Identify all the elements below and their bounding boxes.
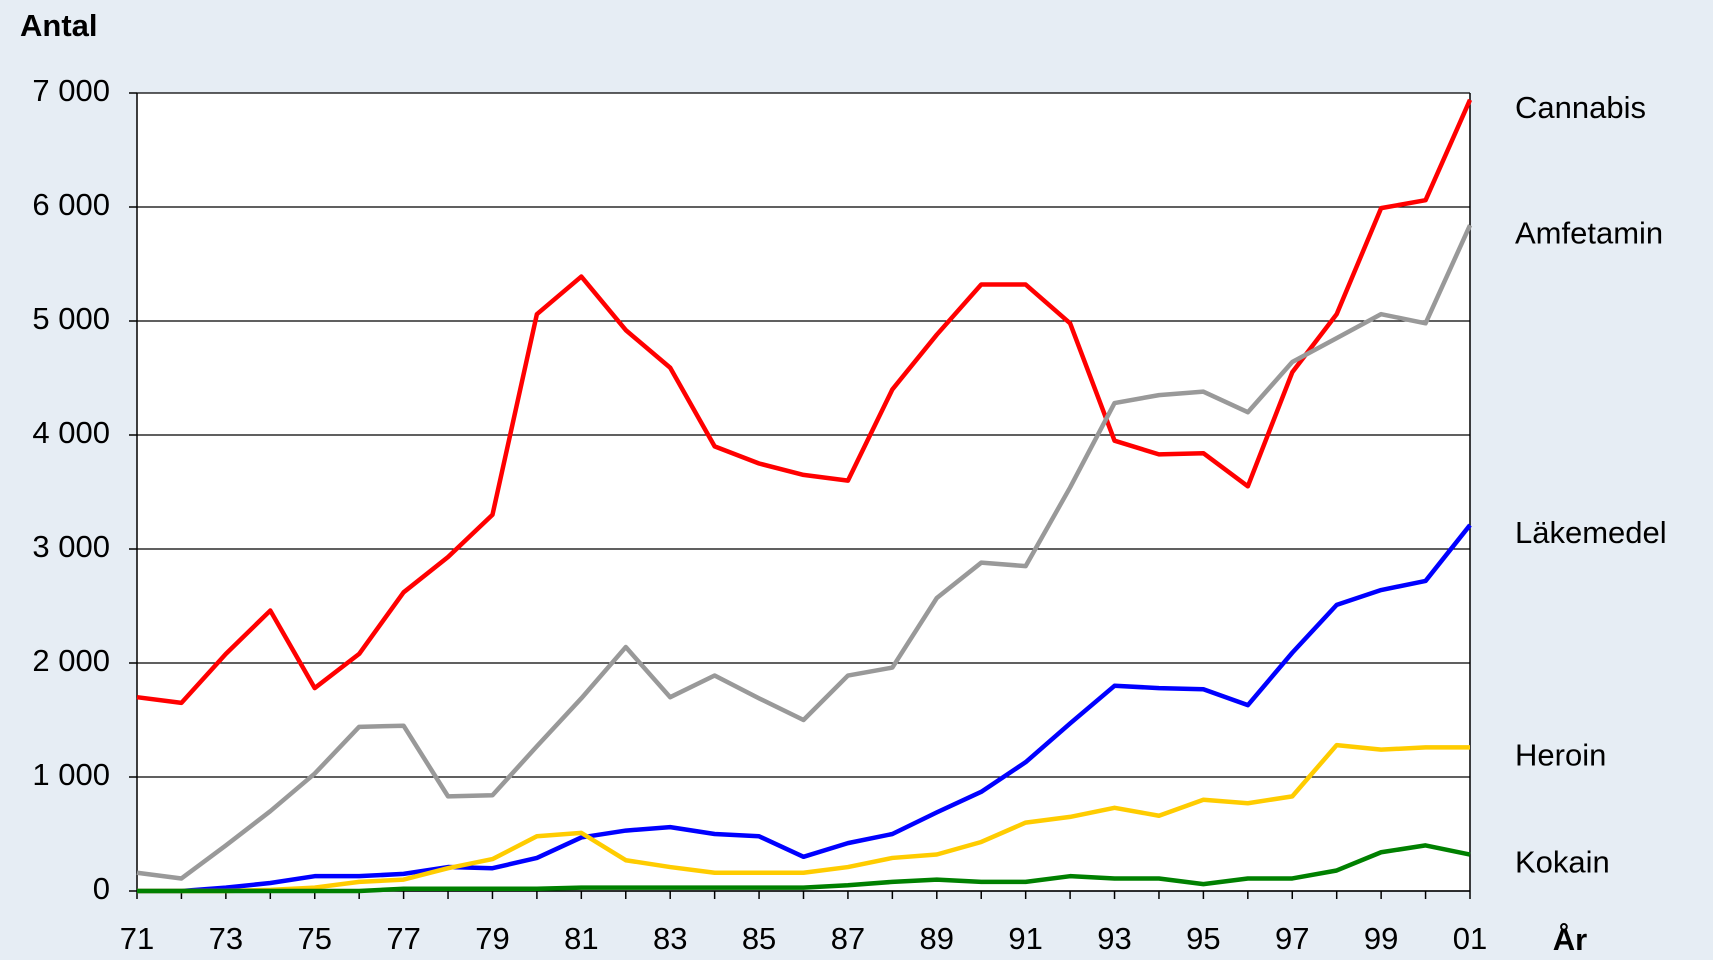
y-tick-label: 0 [93,871,110,906]
series-line [137,843,1471,894]
x-tick-label: 75 [297,921,331,956]
series-line [137,742,1470,894]
y-tick-label: 7 000 [32,73,110,108]
y-tick-label: 3 000 [32,529,110,564]
x-axis-title: År [1553,922,1587,957]
x-tick-label: 87 [831,921,865,956]
y-tick-label: 1 000 [32,757,110,792]
series-label: Amfetamin [1515,215,1663,250]
x-tick-label: 91 [1008,921,1042,956]
x-tick-label: 77 [386,921,420,956]
y-tick-label: 4 000 [32,415,110,450]
series-line [137,523,1472,894]
x-tick-label: 83 [653,921,687,956]
x-tick-label: 73 [209,921,243,956]
y-tick-label: 5 000 [32,301,110,336]
series-label: Cannabis [1515,90,1646,125]
series-label: Heroin [1515,738,1606,773]
x-tick-label: 79 [475,921,509,956]
x-tick-label: 95 [1186,921,1220,956]
x-tick-label: 01 [1453,921,1487,956]
series-line [136,98,1473,706]
series-label: Läkemedel [1515,515,1667,550]
y-tick-label: 6 000 [32,187,110,222]
x-tick-label: 97 [1275,921,1309,956]
x-tick-label: 89 [920,921,954,956]
x-tick-label: 71 [120,921,154,956]
x-tick-label: 81 [564,921,598,956]
x-tick-label: 99 [1364,921,1398,956]
x-tick-label: 85 [742,921,776,956]
series-label: Kokain [1515,845,1610,880]
plot-area [137,93,1470,891]
x-tick-label: 93 [1097,921,1131,956]
y-axis-title: Antal [20,8,98,43]
y-tick-label: 2 000 [32,643,110,678]
series-line [136,224,1473,881]
